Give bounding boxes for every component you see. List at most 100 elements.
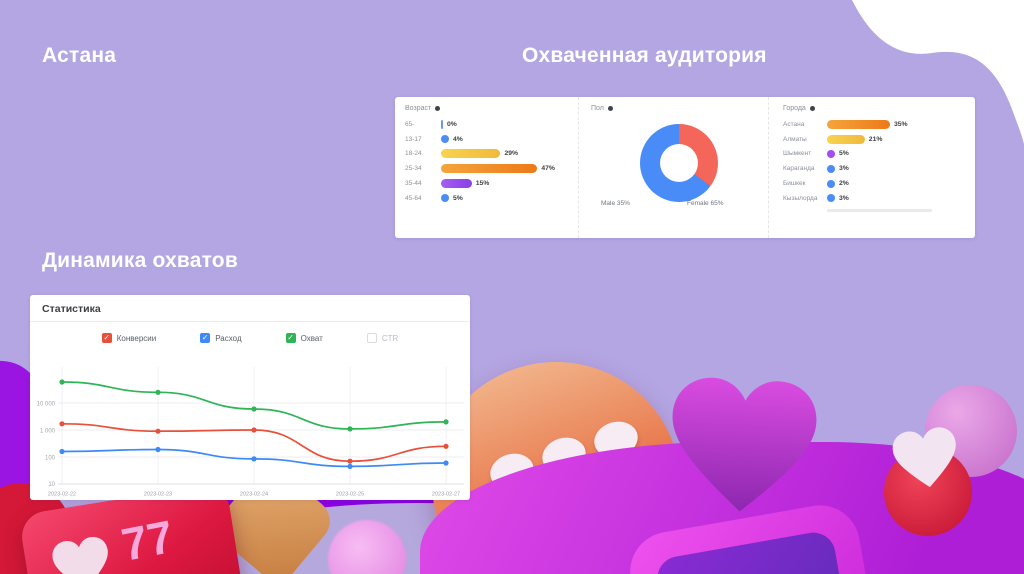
- gender-donut: [640, 124, 718, 202]
- city-row: Астана 35%: [783, 117, 975, 132]
- city-value: 3%: [839, 194, 849, 202]
- checkbox-icon[interactable]: [366, 333, 377, 343]
- x-tick: 2023-02-22: [48, 492, 76, 498]
- line-chart: 10 000 1 000 100 10 2023-02-22 2023-02-2…: [37, 367, 464, 498]
- city-bar: [827, 194, 835, 203]
- scrollbar[interactable]: [827, 208, 932, 212]
- legend: ✓ Конверсии ✓ Расход ✓ Охват CTR: [30, 327, 470, 349]
- age-value: 29%: [504, 150, 519, 158]
- legend-label: Расход: [215, 333, 242, 343]
- age-bar: [441, 194, 449, 203]
- age-label: 13-17: [405, 135, 422, 143]
- age-label: 65-: [405, 120, 415, 128]
- city-value: 5%: [839, 150, 849, 158]
- city-label: Шымкент: [783, 150, 812, 158]
- y-tick: 10: [48, 482, 55, 488]
- gender-caption-female: Female 65%: [687, 200, 724, 207]
- age-label: 45-64: [405, 194, 422, 202]
- info-icon[interactable]: [607, 106, 613, 111]
- checkbox-icon[interactable]: ✓: [101, 333, 112, 343]
- gender-header: Пол: [591, 105, 604, 112]
- gender-chart: Пол Male 35% Female 65%: [578, 97, 768, 238]
- age-row: 65- 0%: [405, 117, 578, 132]
- city-label: Бишкек: [783, 180, 806, 188]
- age-row: 35-44 15%: [405, 176, 578, 191]
- legend-reach[interactable]: ✓ Охват: [285, 333, 323, 343]
- y-tick: 1 000: [40, 429, 56, 435]
- age-label: 18-24: [405, 150, 422, 158]
- age-bar: [441, 119, 443, 129]
- info-icon[interactable]: [809, 106, 815, 111]
- age-row: 13-17 4%: [405, 132, 578, 147]
- age-value: 5%: [453, 194, 463, 202]
- gender-caption-male: Male 35%: [601, 200, 630, 207]
- age-value: 47%: [541, 165, 555, 173]
- city-bar: [827, 119, 890, 129]
- age-header: Возраст: [405, 105, 432, 112]
- cities-chart: Города Астана 35% Алматы 21% Шымкент 5% Кар…: [768, 97, 975, 238]
- city-value: 21%: [868, 135, 883, 143]
- age-row: 18-24 29%: [405, 147, 578, 162]
- checkbox-icon[interactable]: ✓: [285, 333, 296, 343]
- age-bar: [441, 135, 449, 144]
- city-bar: [827, 179, 835, 188]
- age-label: 25-34: [405, 165, 422, 173]
- audience-title: Охваченная аудитория: [522, 44, 767, 67]
- city-row: Бишкек 2%: [783, 176, 975, 191]
- heart-icon: [672, 377, 817, 512]
- age-value: 0%: [447, 120, 457, 128]
- city-row: Караганда 3%: [783, 161, 975, 176]
- dynamics-title: Динамика охватов: [42, 249, 238, 272]
- age-row: 25-34 47%: [405, 161, 578, 176]
- x-tick: 2023-02-25: [336, 492, 364, 498]
- audience-panel: Возраст 65- 0% 13-17 4% 18-24 29% 25-34 47% …: [395, 97, 975, 238]
- pink-sphere-glow: [328, 520, 406, 574]
- city-label: Караганда: [783, 165, 815, 173]
- age-bar: [441, 149, 501, 159]
- city-bar: [827, 149, 835, 158]
- city-row: Кызылорда 3%: [783, 191, 975, 206]
- heart-icon: [52, 536, 108, 574]
- y-tick: 10 000: [37, 402, 56, 408]
- age-bar: [441, 179, 472, 189]
- city-row: Алматы 21%: [783, 132, 975, 147]
- age-value: 15%: [475, 180, 490, 188]
- age-value: 4%: [453, 135, 463, 143]
- legend-label: Конверсии: [116, 333, 157, 343]
- statistics-panel: Статистика ✓ Конверсии ✓ Расход ✓ Охват …: [30, 295, 470, 500]
- camera-frame-inner: [653, 529, 851, 574]
- legend-conversions[interactable]: ✓ Конверсии: [101, 333, 157, 343]
- likes-notification-badge: 77: [18, 482, 248, 574]
- cities-header: Города: [783, 105, 806, 112]
- age-chart: Возраст 65- 0% 13-17 4% 18-24 29% 25-34 47% …: [395, 97, 578, 238]
- city-row: Шымкент 5%: [783, 147, 975, 162]
- city-label: Алматы: [783, 135, 807, 143]
- legend-label: Охват: [300, 333, 323, 343]
- info-icon[interactable]: [435, 106, 441, 111]
- age-label: 35-44: [405, 180, 422, 188]
- age-row: 45-64 5%: [405, 191, 578, 206]
- legend-label: CTR: [381, 333, 399, 343]
- checkbox-icon[interactable]: ✓: [200, 333, 211, 343]
- city-bar: [827, 164, 835, 173]
- legend-ctr[interactable]: CTR: [366, 333, 399, 343]
- donut-hole: [660, 144, 698, 182]
- city-label: Кызылорда: [783, 194, 818, 202]
- legend-spend[interactable]: ✓ Расход: [200, 333, 242, 343]
- y-tick: 100: [45, 456, 56, 462]
- age-bar: [441, 164, 538, 174]
- city-value: 3%: [839, 165, 849, 173]
- city-value: 2%: [839, 180, 849, 188]
- city-bar: [827, 134, 865, 144]
- x-tick: 2023-02-23: [144, 492, 172, 498]
- chart-series: [59, 379, 449, 469]
- likes-count: 77: [117, 509, 178, 571]
- city-value: 35%: [894, 120, 908, 128]
- statistics-title: Статистика: [30, 295, 470, 322]
- city-title: Астана: [42, 44, 117, 67]
- heart-icon: [892, 427, 956, 488]
- x-tick: 2023-02-27: [432, 492, 460, 498]
- city-label: Астана: [783, 120, 805, 128]
